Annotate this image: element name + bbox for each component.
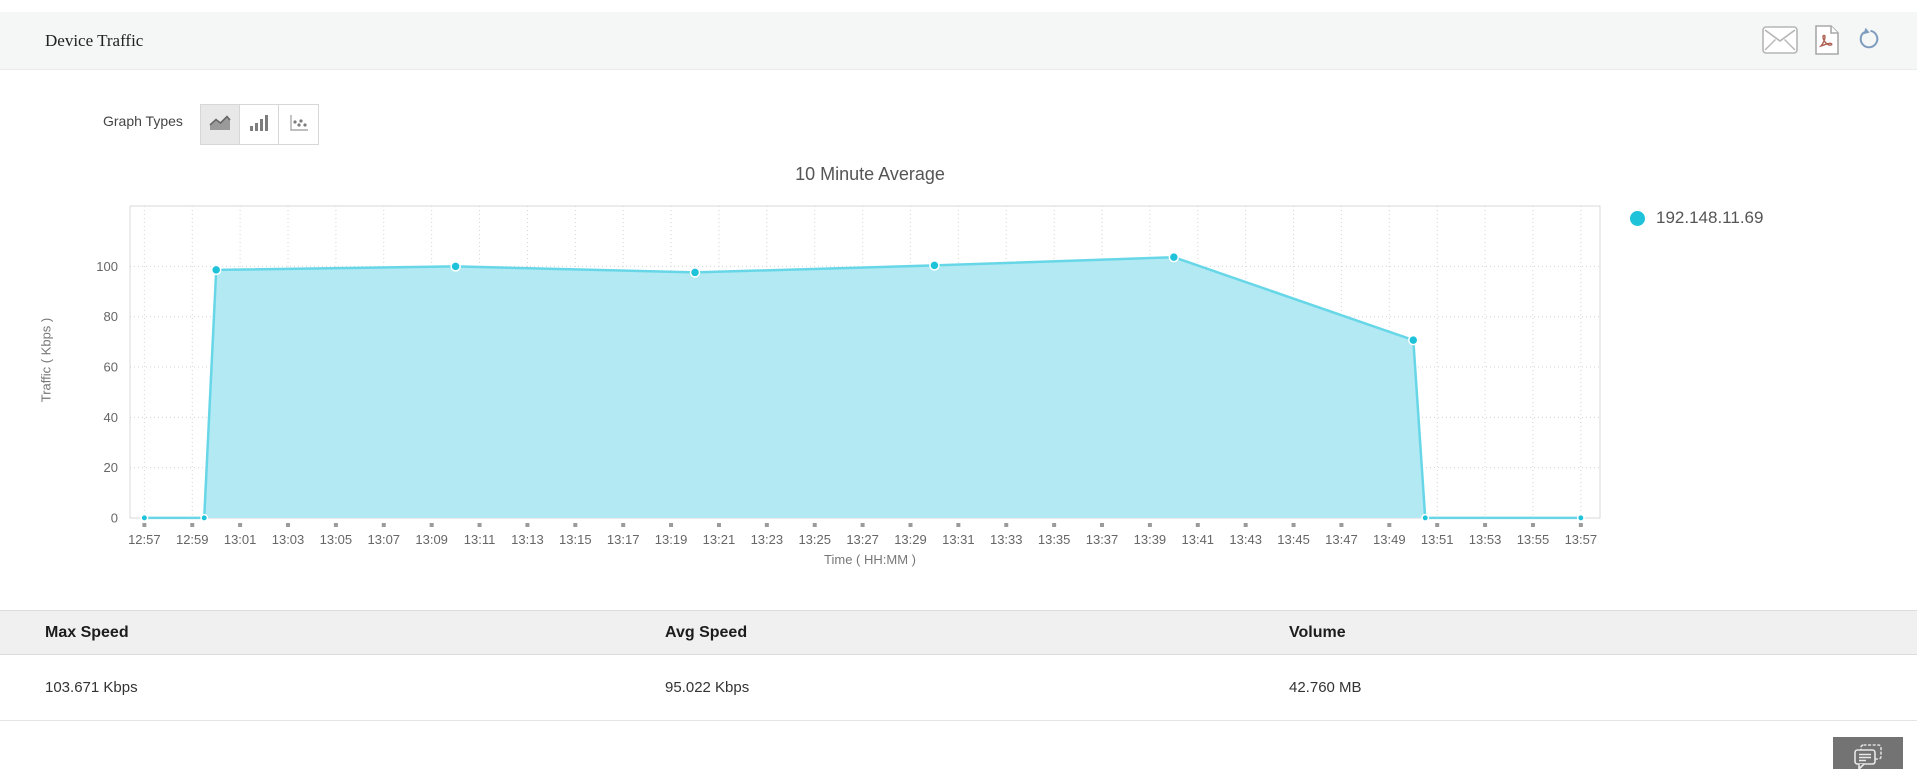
svg-text:13:15: 13:15 xyxy=(559,532,592,547)
svg-text:13:55: 13:55 xyxy=(1517,532,1550,547)
svg-text:13:13: 13:13 xyxy=(511,532,544,547)
svg-text:13:37: 13:37 xyxy=(1086,532,1119,547)
svg-text:100: 100 xyxy=(96,259,118,274)
svg-text:13:19: 13:19 xyxy=(655,532,688,547)
svg-text:0: 0 xyxy=(111,511,118,526)
svg-text:13:21: 13:21 xyxy=(703,532,736,547)
avg-speed-value: 95.022 Kbps xyxy=(665,679,750,696)
col-header-avg-speed: Avg Speed xyxy=(665,623,748,641)
summary-table: Max Speed Avg Speed Volume 103.671 Kbps … xyxy=(0,610,1917,721)
graph-type-scatter-button[interactable] xyxy=(279,105,318,144)
refresh-icon xyxy=(1856,27,1881,55)
svg-text:13:35: 13:35 xyxy=(1038,532,1071,547)
max-speed-value: 103.671 Kbps xyxy=(45,679,138,696)
scatter-chart-icon xyxy=(288,113,310,136)
svg-text:13:41: 13:41 xyxy=(1182,532,1215,547)
envelope-icon xyxy=(1762,25,1798,57)
svg-text:40: 40 xyxy=(104,410,118,425)
graph-type-bar-button[interactable] xyxy=(240,105,279,144)
graph-type-group xyxy=(200,104,319,145)
volume-value: 42.760 MB xyxy=(1289,679,1362,696)
svg-text:13:39: 13:39 xyxy=(1134,532,1167,547)
graph-types-label: Graph Types xyxy=(103,113,183,129)
summary-table-header: Max Speed Avg Speed Volume xyxy=(0,610,1917,655)
chart-title: 10 Minute Average xyxy=(795,164,945,184)
svg-text:60: 60 xyxy=(104,360,118,375)
area-chart-icon xyxy=(208,113,232,136)
svg-text:13:47: 13:47 xyxy=(1325,532,1358,547)
svg-text:13:25: 13:25 xyxy=(798,532,831,547)
svg-text:13:43: 13:43 xyxy=(1229,532,1262,547)
panel-header: Device Traffic xyxy=(0,12,1917,70)
pdf-file-icon xyxy=(1814,24,1840,58)
traffic-chart: 10 Minute Average 12:57 12:59 13:01 13:03 13… xyxy=(0,160,1917,600)
export-pdf-button[interactable] xyxy=(1814,24,1840,58)
svg-text:13:27: 13:27 xyxy=(846,532,879,547)
svg-text:13:03: 13:03 xyxy=(272,532,305,547)
y-axis-title: Traffic ( Kbps ) xyxy=(38,317,54,403)
svg-text:13:33: 13:33 xyxy=(990,532,1023,547)
svg-text:13:07: 13:07 xyxy=(368,532,401,547)
svg-text:13:51: 13:51 xyxy=(1421,532,1454,547)
svg-text:13:45: 13:45 xyxy=(1277,532,1310,547)
svg-text:13:05: 13:05 xyxy=(320,532,353,547)
col-header-max-speed: Max Speed xyxy=(45,623,129,641)
chat-bubbles-icon xyxy=(1851,742,1885,769)
svg-text:13:09: 13:09 xyxy=(415,532,448,547)
header-actions xyxy=(1762,12,1881,70)
svg-text:13:57: 13:57 xyxy=(1565,532,1598,547)
x-axis-title: Time ( HH:MM ) xyxy=(824,552,916,567)
feedback-button[interactable] xyxy=(1833,737,1903,769)
svg-text:12:59: 12:59 xyxy=(176,532,209,547)
svg-text:13:53: 13:53 xyxy=(1469,532,1502,547)
refresh-button[interactable] xyxy=(1856,27,1881,55)
legend-item-device[interactable]: 192.148.11.69 xyxy=(1630,208,1763,228)
svg-text:13:11: 13:11 xyxy=(464,532,496,547)
col-header-volume: Volume xyxy=(1289,623,1346,641)
table-row: 103.671 Kbps 95.022 Kbps 42.760 MB xyxy=(0,655,1917,721)
svg-text:12:57: 12:57 xyxy=(128,532,161,547)
panel-title: Device Traffic xyxy=(45,30,144,50)
email-report-button[interactable] xyxy=(1762,25,1798,57)
svg-text:13:49: 13:49 xyxy=(1373,532,1406,547)
svg-text:20: 20 xyxy=(104,460,118,475)
legend-dot-icon xyxy=(1630,210,1645,226)
svg-text:13:01: 13:01 xyxy=(224,532,257,547)
svg-text:13:23: 13:23 xyxy=(751,532,784,547)
svg-text:80: 80 xyxy=(104,309,118,324)
area-chart-plot[interactable]: 12:57 12:59 13:01 13:03 13:05 13:07 13:09 13:11… xyxy=(30,198,1610,581)
area-chart-svg[interactable]: 12:57 12:59 13:01 13:03 13:05 13:07 13:09 13:11… xyxy=(30,198,1610,576)
legend-label: 192.148.11.69 xyxy=(1656,208,1764,227)
graph-type-area-button[interactable] xyxy=(201,105,240,144)
svg-text:13:29: 13:29 xyxy=(894,532,927,547)
graph-types-row: Graph Types xyxy=(0,100,1917,146)
svg-text:13:17: 13:17 xyxy=(607,532,640,547)
bar-chart-icon xyxy=(248,113,270,136)
svg-text:13:31: 13:31 xyxy=(942,532,975,547)
